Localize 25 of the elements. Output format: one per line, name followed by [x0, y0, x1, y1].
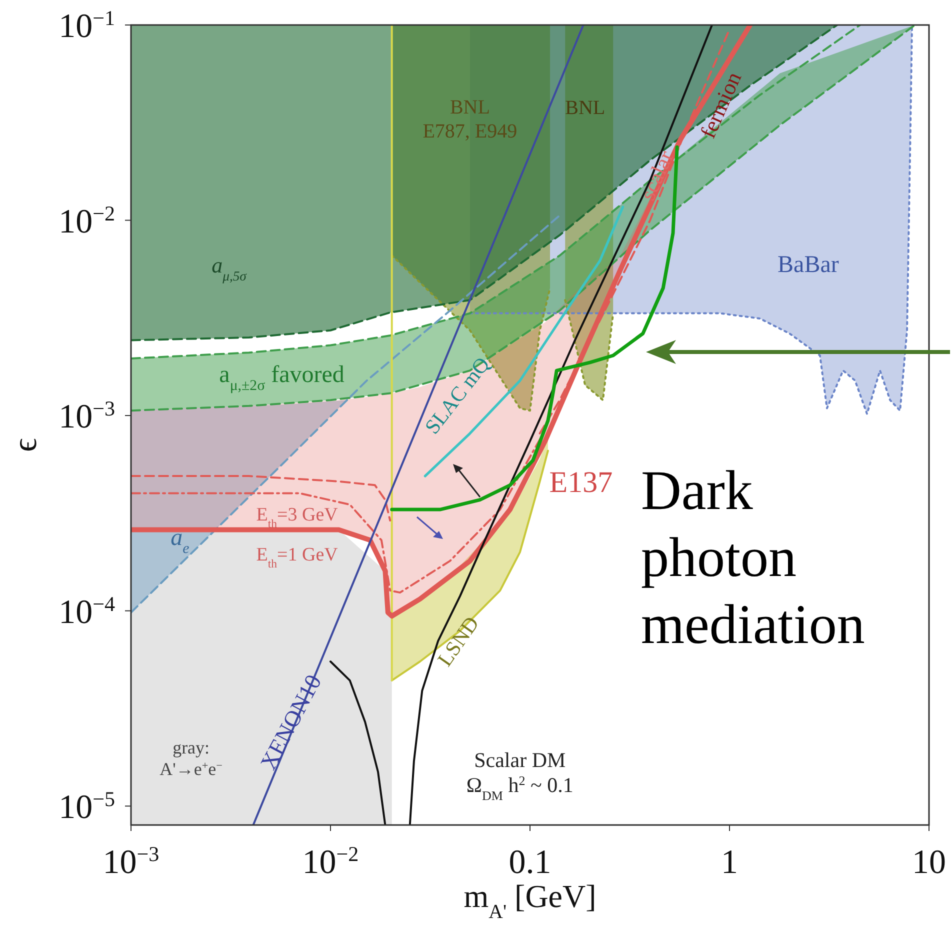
annotation: a$_{e}$ [170, 524, 190, 557]
x-tick-label: 10$^{−2}$ [302, 842, 359, 881]
annotation: scalar [634, 146, 679, 204]
annotation: E$_{th}$=3 GeV [256, 504, 338, 530]
y-tick-label: 10$^{−5}$ [58, 787, 115, 826]
y-tick-label: 10$^{−1}$ [58, 6, 115, 45]
annotation: a$_{μ,5σ}$ [212, 252, 248, 284]
annotation: BNL [565, 97, 606, 120]
x-tick-label: 1 [721, 844, 738, 881]
annotation: a$_{μ,±2σ}$ favored [219, 362, 344, 394]
annotation: gray: A'→e$^{+}$e$^{−}$ [160, 738, 222, 780]
annotation: E137 [549, 466, 613, 499]
x-tick-label: 10$^{−3}$ [102, 842, 160, 881]
y-tick-label: 10$^{−3}$ [58, 396, 115, 436]
y-tick-label: 10$^{−2}$ [58, 201, 115, 240]
x-tick-label: 10 [912, 844, 946, 881]
y-tick-label: 10$^{−4}$ [58, 592, 116, 631]
annotation: E$_{th}$=1 GeV [256, 544, 338, 570]
y-axis-title: ϵ [7, 438, 44, 452]
annotation: Dark photon mediation [640, 460, 865, 656]
annotation: Scalar DM Ω$_{DM}$ h$^{2}$ ~ 0.1 [466, 748, 574, 803]
annotation: BNL E787, E949 [422, 96, 518, 142]
x-axis-title: m$_{A'}$ [GeV] [464, 878, 596, 923]
x-tick-label: 0.1 [508, 844, 552, 881]
annotation: BaBar [778, 252, 839, 278]
